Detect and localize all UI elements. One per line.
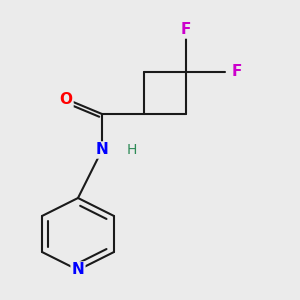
Text: N: N <box>72 262 84 278</box>
Text: F: F <box>232 64 242 80</box>
Text: O: O <box>59 92 73 106</box>
Text: F: F <box>181 22 191 38</box>
Text: H: H <box>127 143 137 157</box>
Text: N: N <box>96 142 108 158</box>
